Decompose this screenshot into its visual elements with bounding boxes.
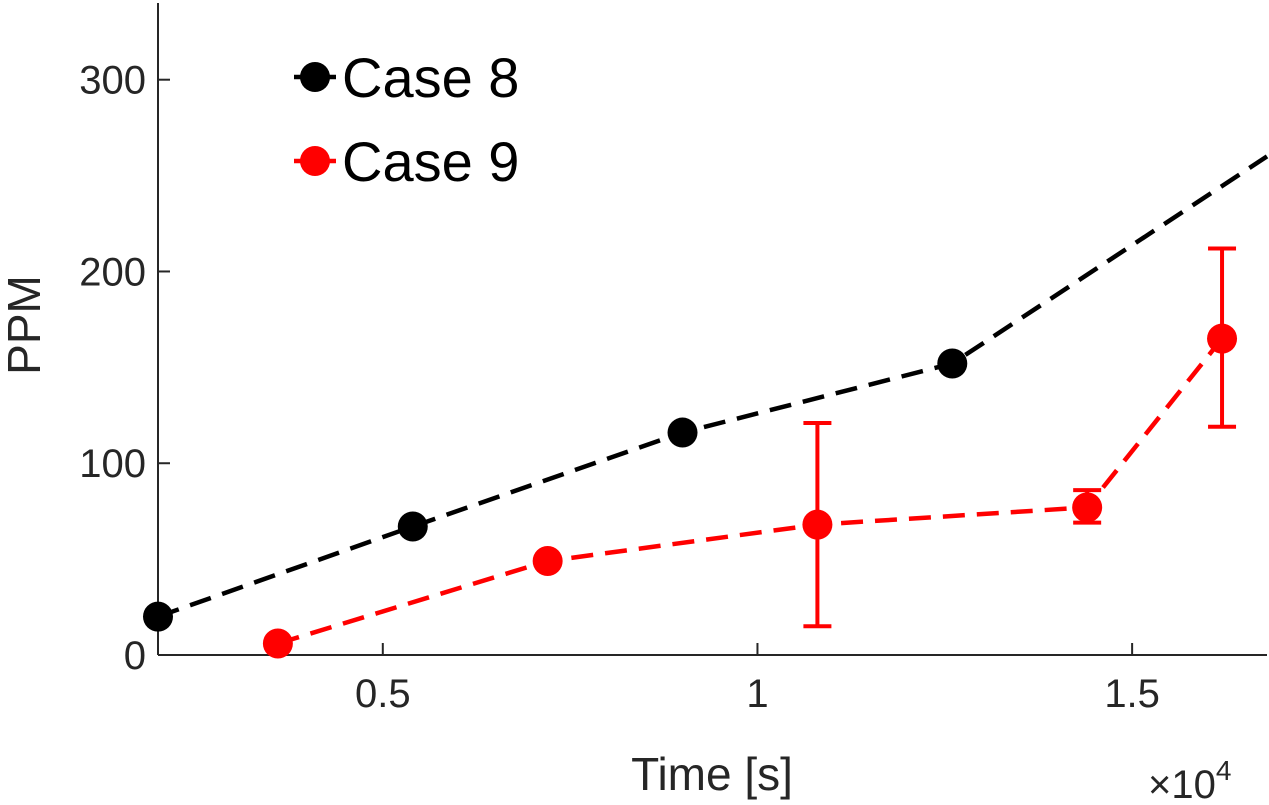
legend-marker: [300, 146, 330, 176]
x-tick-label: 1.5: [1104, 672, 1160, 716]
axis-ticks: 0.5 1 1.5 0 100 200 300: [79, 59, 1160, 716]
series-layer: [143, 154, 1269, 659]
series-line: [157, 154, 1269, 619]
y-tick-label: 100: [79, 442, 146, 486]
data-point: [937, 348, 968, 379]
y-tick-label: 0: [124, 634, 146, 678]
data-point: [532, 546, 563, 577]
legend-label: Case 8: [342, 46, 519, 109]
legend-label: Case 9: [342, 130, 519, 193]
legend: Case 8 Case 9: [294, 46, 519, 193]
data-point: [802, 509, 833, 540]
data-point: [1072, 492, 1103, 523]
x-axis-label: Time [s]: [631, 748, 793, 800]
legend-marker: [300, 62, 330, 92]
legend-item: Case 8: [294, 46, 519, 109]
x-tick-label: 1: [746, 672, 768, 716]
data-point: [143, 601, 173, 632]
plot-axes: [157, 3, 1267, 656]
data-point: [667, 417, 698, 448]
y-axis-label: PPM: [0, 275, 50, 375]
legend-item: Case 9: [294, 130, 519, 193]
x-axis-multiplier: ×104: [1148, 755, 1231, 805]
y-tick-label: 300: [79, 59, 146, 103]
y-tick-label: 200: [79, 250, 146, 294]
data-point: [1207, 323, 1238, 354]
x-axis-multiplier-base: ×10: [1148, 763, 1216, 805]
series-1: [143, 154, 1269, 632]
x-axis-multiplier-exponent: 4: [1216, 755, 1232, 786]
series-2: [262, 246, 1238, 659]
data-point: [262, 628, 293, 659]
data-point: [397, 511, 428, 542]
x-tick-label: 0.5: [355, 672, 411, 716]
